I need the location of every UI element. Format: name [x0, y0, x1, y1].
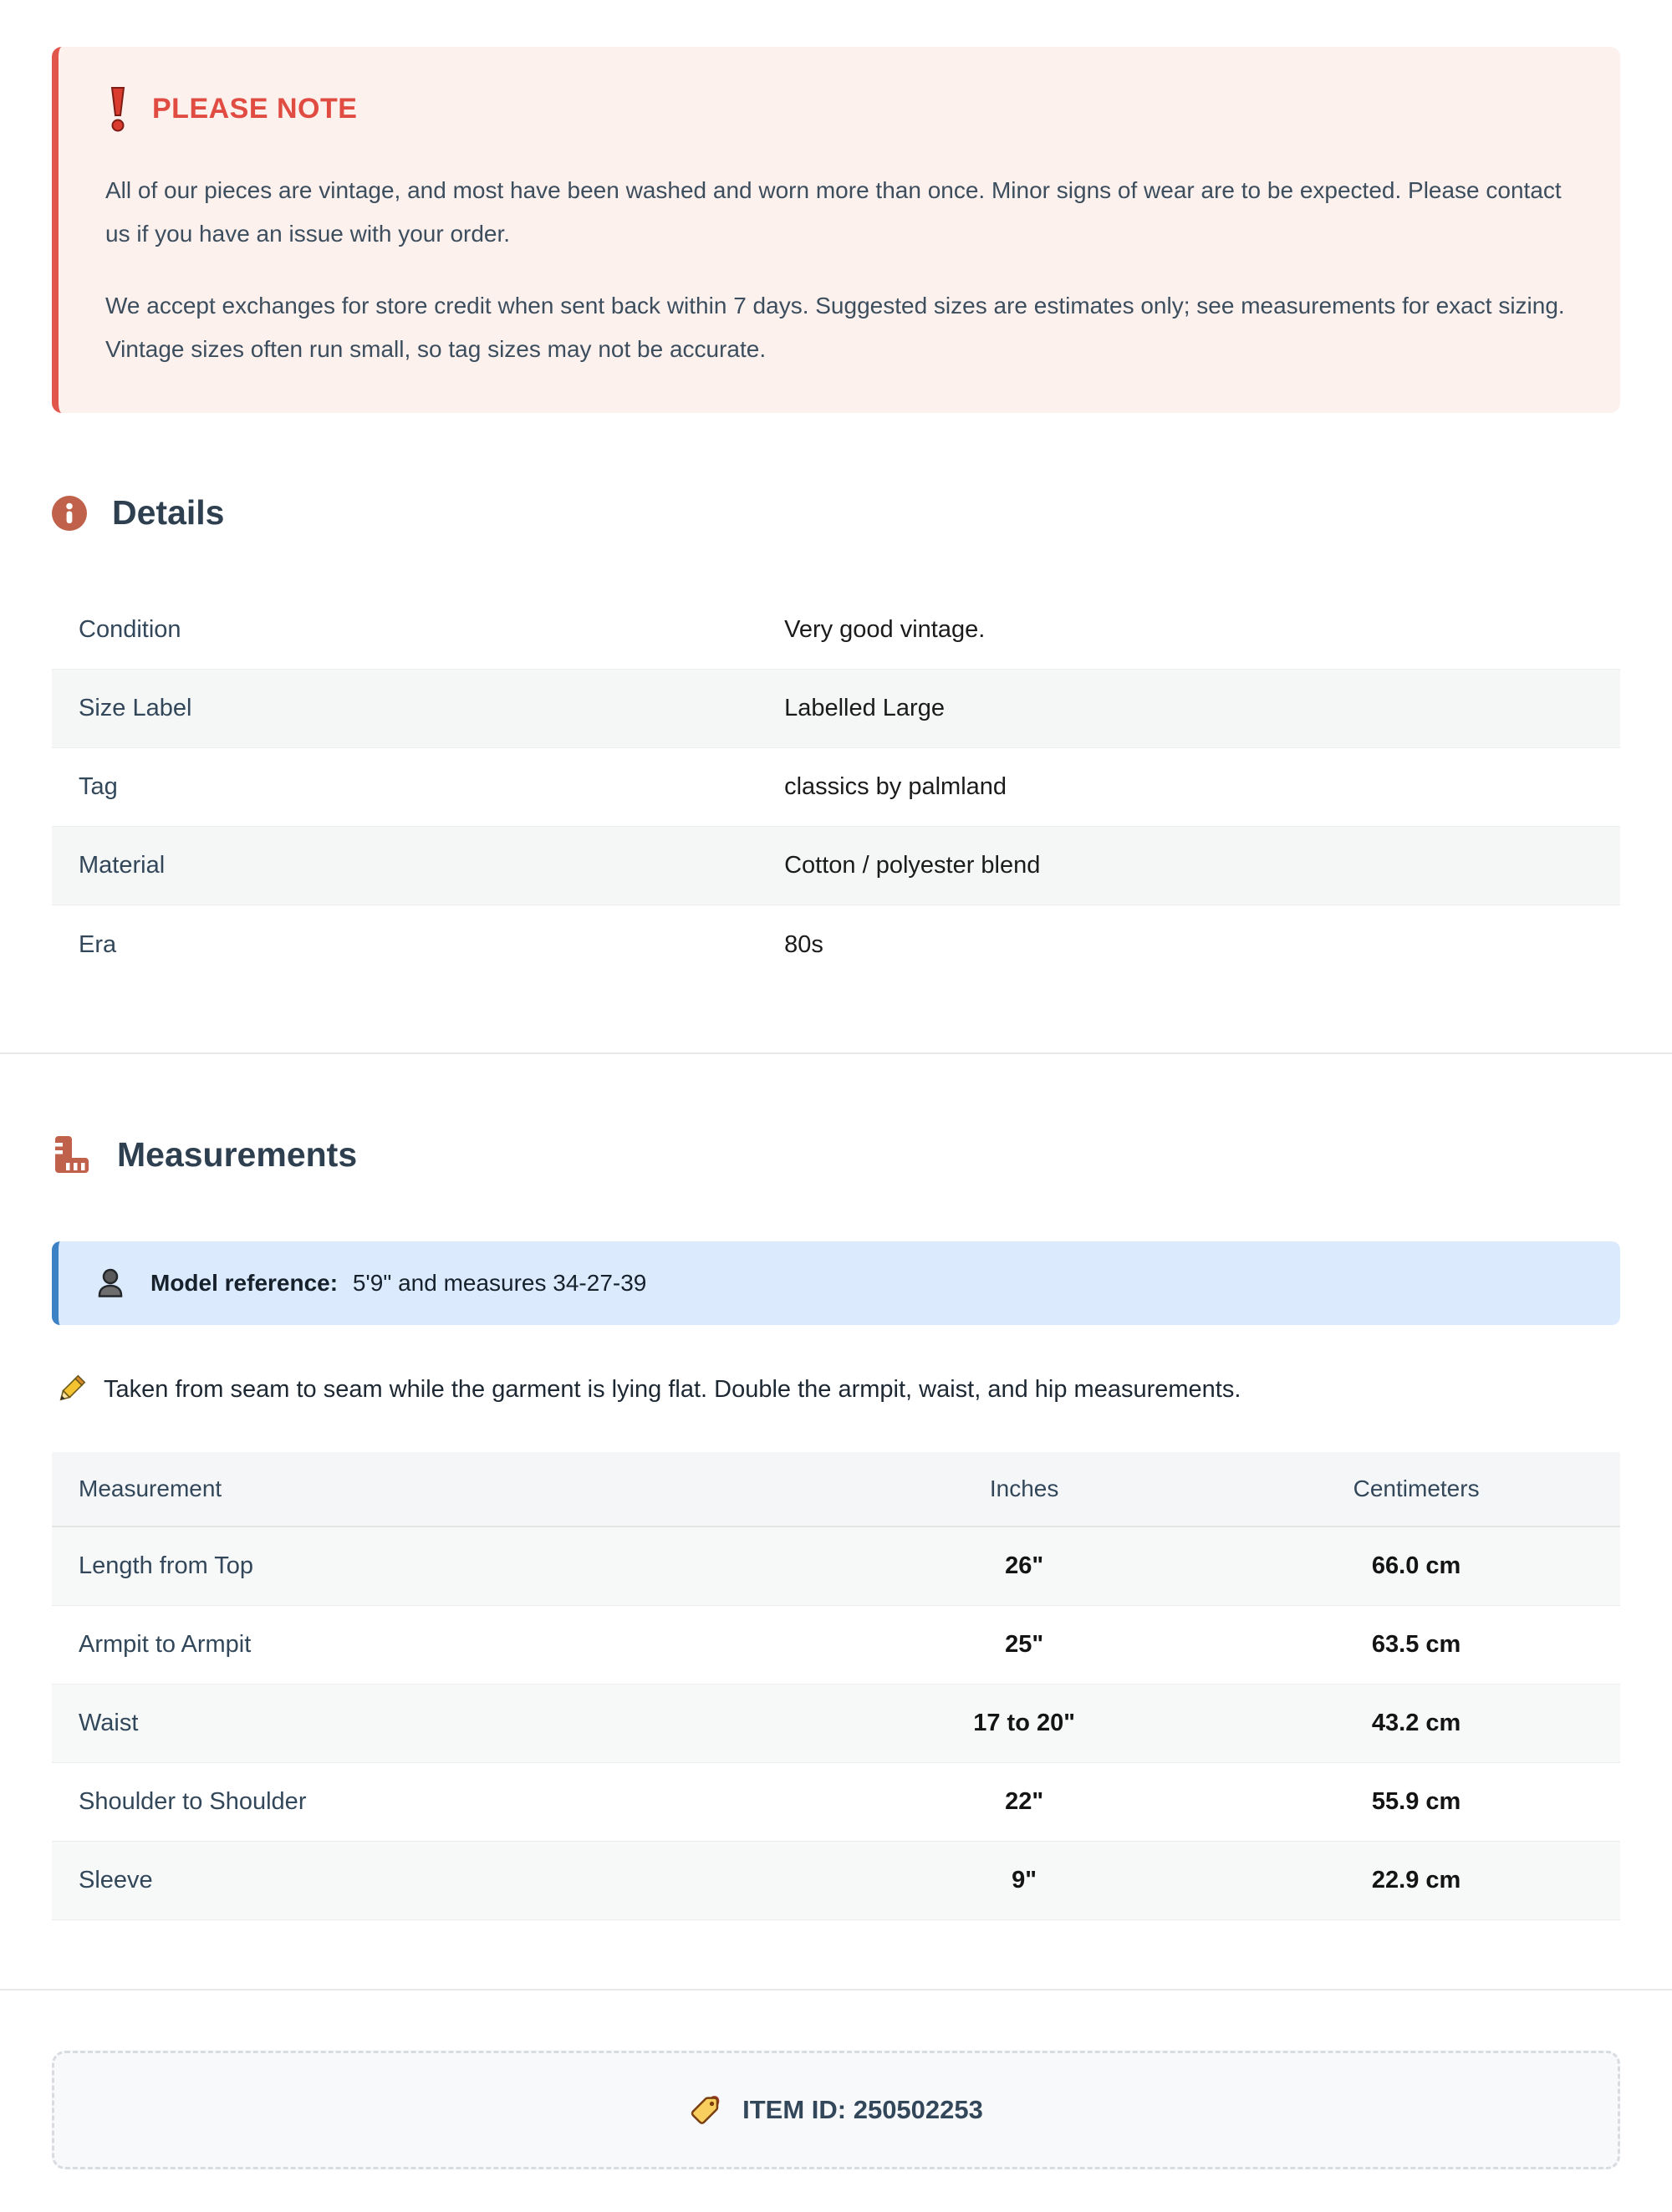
alert-title: PLEASE NOTE	[152, 92, 358, 125]
details-label: Tag	[79, 773, 118, 800]
measurement-inches: 22"	[1005, 1788, 1044, 1815]
measurement-cm: 55.9 cm	[1371, 1788, 1461, 1815]
item-id-box: ITEM ID: 250502253	[52, 2051, 1620, 2169]
measurement-inches: 9"	[1012, 1867, 1037, 1893]
header-inches: Inches	[989, 1476, 1059, 1501]
measurement-cm: 43.2 cm	[1371, 1710, 1461, 1736]
details-row-era: Era 80s	[52, 905, 1620, 984]
details-row-size-label: Size Label Labelled Large	[52, 670, 1620, 748]
please-note-alert: PLEASE NOTE All of our pieces are vintag…	[52, 47, 1620, 413]
measurements-table-header: Measurement Inches Centimeters	[52, 1452, 1620, 1527]
section-divider	[0, 1989, 1672, 1990]
measurement-note: Taken from seam to seam while the garmen…	[52, 1374, 1620, 1405]
measurement-row-sleeve: Sleeve 9" 22.9 cm	[52, 1842, 1620, 1920]
model-reference-value: 5'9" and measures 34-27-39	[352, 1270, 647, 1296]
measurement-label: Sleeve	[79, 1867, 153, 1893]
model-reference-text: Model reference: 5'9" and measures 34-27…	[150, 1270, 646, 1297]
info-icon	[52, 495, 87, 531]
measurement-inches: 17 to 20"	[973, 1710, 1075, 1736]
details-value: Very good vintage.	[784, 616, 986, 643]
measurements-heading: Measurements	[52, 1134, 1620, 1175]
details-row-tag: Tag classics by palmland	[52, 748, 1620, 827]
alert-paragraph-1: All of our pieces are vintage, and most …	[105, 177, 1562, 247]
measurement-label: Waist	[79, 1710, 139, 1736]
details-table: Condition Very good vintage. Size Label …	[52, 591, 1620, 984]
measurement-row-length: Length from Top 26" 66.0 cm	[52, 1527, 1620, 1606]
pencil-icon	[55, 1374, 87, 1405]
header-measurement: Measurement	[79, 1476, 222, 1501]
measurement-label: Shoulder to Shoulder	[79, 1788, 307, 1815]
alert-title-row: PLEASE NOTE	[105, 85, 1573, 132]
measurements-table-body: Length from Top 26" 66.0 cm Armpit to Ar…	[52, 1527, 1620, 1920]
measurement-cm: 66.0 cm	[1371, 1552, 1461, 1579]
item-id-text: ITEM ID: 250502253	[742, 2095, 983, 2124]
alert-paragraph-2: We accept exchanges for store credit whe…	[105, 293, 1565, 362]
measurement-row-waist: Waist 17 to 20" 43.2 cm	[52, 1684, 1620, 1763]
details-label: Size Label	[79, 695, 192, 721]
measurement-inches: 26"	[1005, 1552, 1044, 1579]
section-divider	[0, 1052, 1672, 1054]
details-label: Material	[79, 852, 166, 879]
tag-icon	[689, 2093, 722, 2127]
ruler-icon	[52, 1134, 92, 1175]
details-value: Cotton / polyester blend	[784, 852, 1041, 879]
details-value: Labelled Large	[784, 695, 945, 721]
person-icon	[94, 1267, 127, 1300]
measurement-cm: 22.9 cm	[1371, 1867, 1461, 1893]
details-label: Condition	[79, 616, 181, 643]
details-row-material: Material Cotton / polyester blend	[52, 827, 1620, 905]
measurement-cm: 63.5 cm	[1371, 1631, 1461, 1658]
measurement-label: Length from Top	[79, 1552, 254, 1579]
exclamation-icon	[105, 85, 130, 132]
model-reference-label: Model reference:	[150, 1270, 339, 1296]
measurement-inches: 25"	[1005, 1631, 1044, 1658]
measurements-title: Measurements	[117, 1134, 358, 1174]
details-value: classics by palmland	[784, 773, 1007, 800]
measurement-note-text: Taken from seam to seam while the garmen…	[104, 1375, 1241, 1403]
header-centimeters: Centimeters	[1353, 1476, 1480, 1501]
details-heading: Details	[52, 493, 1620, 533]
details-row-condition: Condition Very good vintage.	[52, 591, 1620, 670]
model-reference-callout: Model reference: 5'9" and measures 34-27…	[52, 1241, 1620, 1325]
details-label: Era	[79, 930, 117, 958]
details-value: 80s	[784, 930, 823, 958]
measurement-row-armpit: Armpit to Armpit 25" 63.5 cm	[52, 1606, 1620, 1684]
details-title: Details	[112, 493, 225, 532]
measurement-label: Armpit to Armpit	[79, 1631, 252, 1658]
measurements-table: Measurement Inches Centimeters Length fr…	[52, 1452, 1620, 1920]
measurement-row-shoulder: Shoulder to Shoulder 22" 55.9 cm	[52, 1763, 1620, 1842]
